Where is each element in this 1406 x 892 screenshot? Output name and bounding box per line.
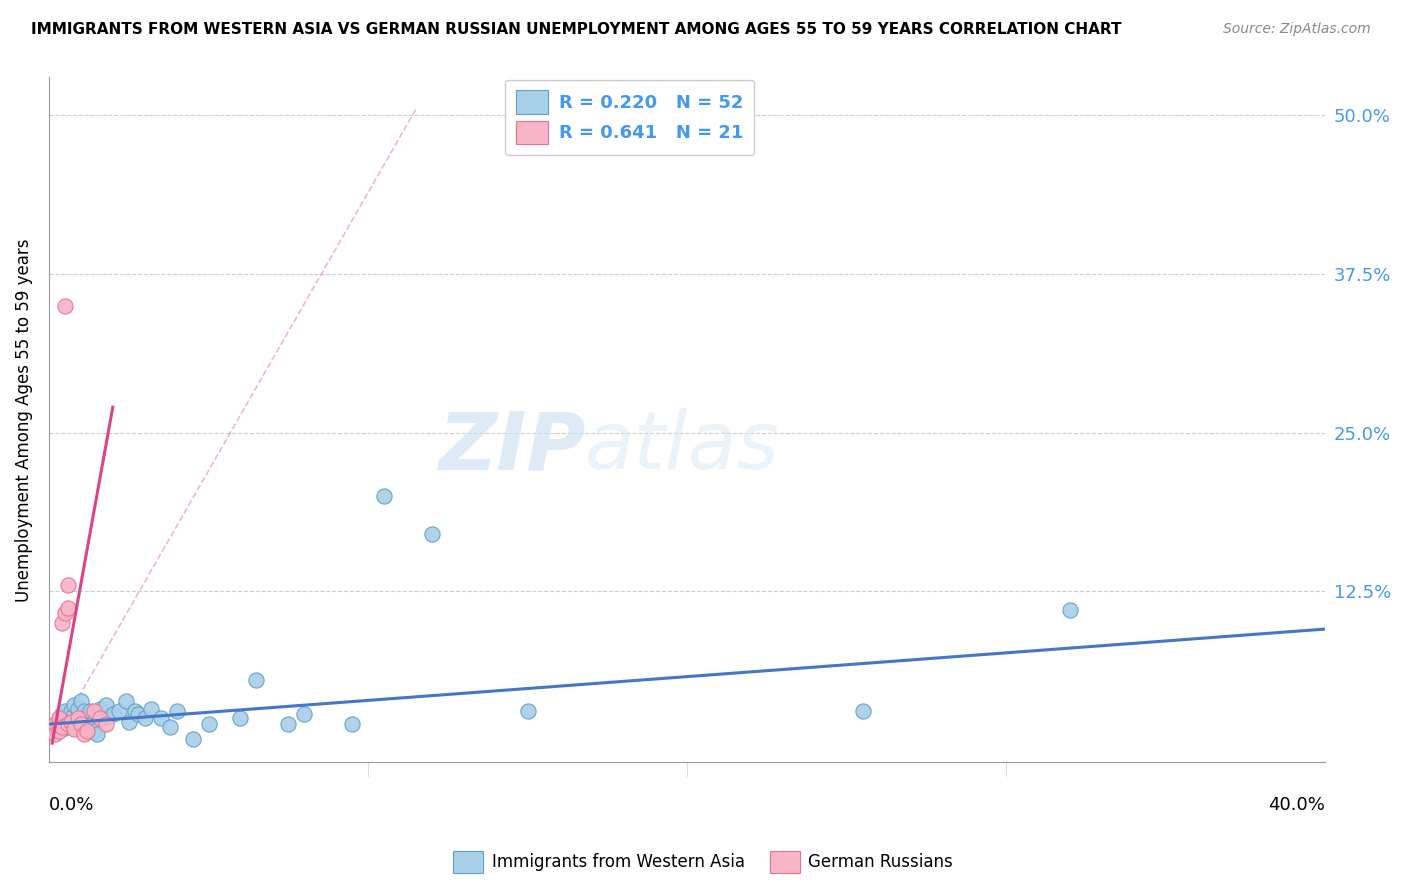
Point [166, 705, 188, 719]
Point [229, 711, 252, 725]
Point [1059, 603, 1081, 617]
Point [63, 723, 86, 737]
Point [79, 705, 101, 719]
Point [340, 717, 363, 731]
Point [73, 714, 96, 729]
Point [44, 720, 66, 734]
Text: 0.0%: 0.0% [49, 797, 94, 814]
Point [96, 717, 118, 731]
Legend: Immigrants from Western Asia, German Russians: Immigrants from Western Asia, German Rus… [447, 845, 959, 880]
Point [53, 299, 76, 313]
Point [48, 723, 70, 738]
Point [56, 720, 79, 734]
Point [516, 705, 538, 719]
Point [292, 706, 315, 721]
Point [149, 711, 172, 725]
Text: IMMIGRANTS FROM WESTERN ASIA VS GERMAN RUSSIAN UNEMPLOYMENT AMONG AGES 55 TO 59 : IMMIGRANTS FROM WESTERN ASIA VS GERMAN R… [31, 22, 1122, 37]
Point [73, 727, 96, 741]
Point [53, 606, 76, 620]
Point [86, 727, 108, 741]
Point [197, 717, 219, 731]
Point [51, 720, 73, 734]
Point [852, 705, 875, 719]
Point [124, 705, 146, 719]
Point [41, 723, 63, 737]
Point [89, 702, 111, 716]
Point [159, 720, 181, 734]
Point [53, 705, 76, 719]
Point [60, 705, 83, 719]
Point [63, 698, 86, 713]
Legend: R = 0.220   N = 52, R = 0.641   N = 21: R = 0.220 N = 52, R = 0.641 N = 21 [505, 79, 755, 155]
Point [48, 711, 70, 725]
Point [76, 720, 98, 734]
Y-axis label: Unemployment Among Ages 55 to 59 years: Unemployment Among Ages 55 to 59 years [15, 238, 32, 601]
Point [44, 717, 66, 731]
Text: ZIP: ZIP [437, 409, 585, 486]
Point [89, 711, 111, 725]
Point [277, 717, 299, 731]
Point [373, 489, 395, 503]
Point [83, 723, 105, 738]
Point [96, 698, 118, 713]
Point [181, 732, 204, 747]
Point [53, 717, 76, 731]
Point [91, 711, 114, 725]
Point [83, 705, 105, 719]
Point [101, 706, 124, 721]
Point [76, 723, 98, 738]
Point [108, 705, 131, 719]
Point [66, 717, 89, 731]
Text: Source: ZipAtlas.com: Source: ZipAtlas.com [1223, 22, 1371, 37]
Point [118, 714, 141, 729]
Point [66, 702, 89, 716]
Point [60, 714, 83, 729]
Point [51, 615, 73, 630]
Point [51, 706, 73, 721]
Point [134, 711, 156, 725]
Point [51, 723, 73, 737]
Point [70, 717, 93, 731]
Point [48, 714, 70, 729]
Point [70, 711, 93, 725]
Point [245, 673, 267, 687]
Point [63, 720, 86, 734]
Point [127, 706, 149, 721]
Point [139, 702, 162, 716]
Point [86, 706, 108, 721]
Point [56, 577, 79, 591]
Point [44, 727, 66, 741]
Point [70, 694, 93, 708]
Point [56, 717, 79, 731]
Point [60, 714, 83, 729]
Point [73, 705, 96, 719]
Point [420, 527, 443, 541]
Point [56, 711, 79, 725]
Point [83, 714, 105, 729]
Point [63, 706, 86, 721]
Point [56, 600, 79, 615]
Point [76, 711, 98, 725]
Text: atlas: atlas [585, 409, 780, 486]
Text: 40.0%: 40.0% [1268, 797, 1326, 814]
Point [114, 694, 136, 708]
Point [66, 711, 89, 725]
